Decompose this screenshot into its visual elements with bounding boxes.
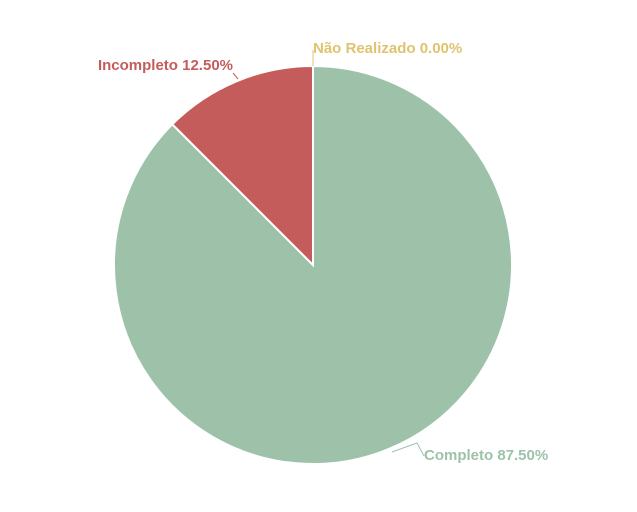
leader-line-completo xyxy=(391,442,425,457)
pie-slice-incompleto[interactable] xyxy=(170,64,314,268)
slice-label-n-o-realizado: Não Realizado 0.00% xyxy=(313,40,462,57)
slice-label-incompleto: Incompleto 12.50% xyxy=(98,57,233,74)
leader-line-incompleto xyxy=(232,72,239,80)
slice-label-completo: Completo 87.50% xyxy=(424,447,548,464)
